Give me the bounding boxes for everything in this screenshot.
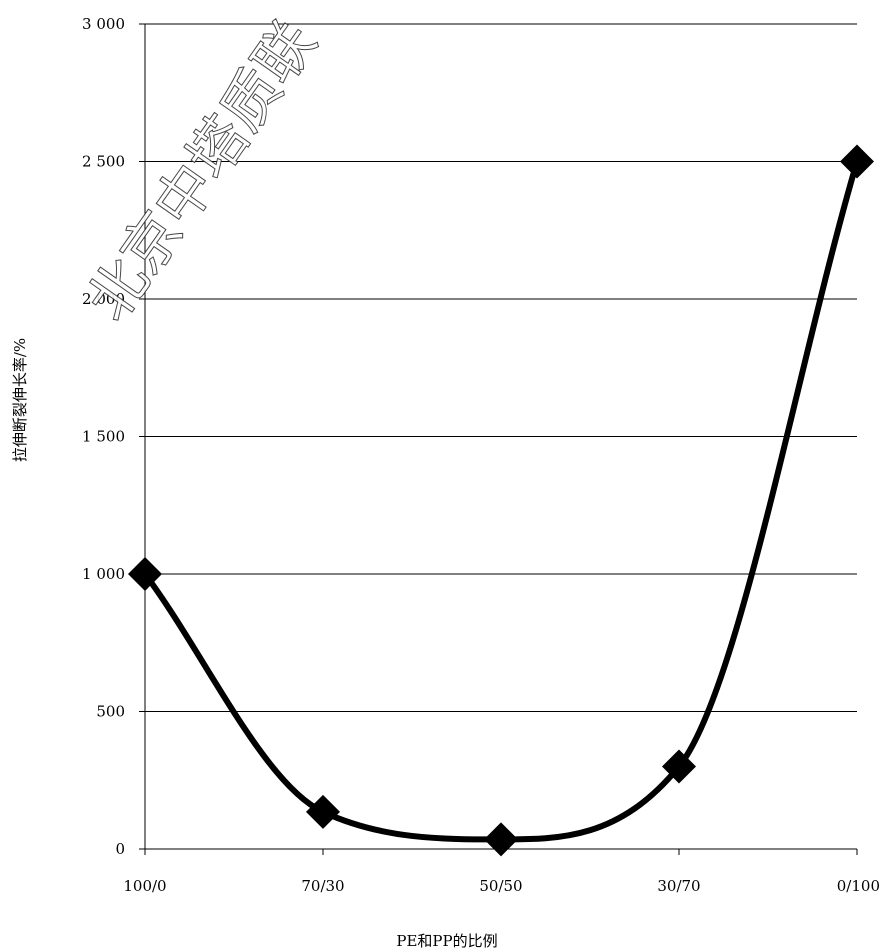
data-points: [128, 144, 874, 857]
y-tick-label: 1 000: [82, 565, 125, 583]
x-tick-label: 70/30: [301, 877, 344, 895]
watermark: 北京中塔质联: [74, 9, 329, 333]
x-axis-label: PE和PP的比例: [396, 932, 497, 950]
y-tick-labels: 0 500 1 000 1 500 2 000 2 500 3 000: [82, 15, 125, 858]
data-point-50-50: [484, 822, 518, 857]
data-point-0-100: [840, 144, 874, 179]
y-tick-label: 0: [115, 840, 125, 858]
y-tick-label: 2 000: [82, 290, 125, 308]
x-tick-label: 0/100: [837, 877, 880, 895]
y-axis-label: 拉伸断裂伸长率/%: [11, 338, 29, 462]
x-tick-label: 50/50: [479, 877, 522, 895]
data-point-30-70: [662, 749, 696, 784]
y-tick-label: 3 000: [82, 15, 125, 33]
data-point-70-30: [306, 794, 340, 829]
y-tick-label: 1 500: [82, 428, 125, 446]
grid-lines: [145, 23, 857, 850]
y-tick-label: 2 500: [82, 153, 125, 171]
x-tick-label: 100/0: [123, 877, 166, 895]
data-point-100-0: [128, 557, 162, 591]
x-tick-labels: 100/0 70/30 50/50 30/70 0/100: [123, 877, 880, 895]
x-tick-label: 30/70: [657, 877, 700, 895]
y-tick-label: 500: [96, 703, 125, 721]
series-line: [142, 158, 860, 843]
